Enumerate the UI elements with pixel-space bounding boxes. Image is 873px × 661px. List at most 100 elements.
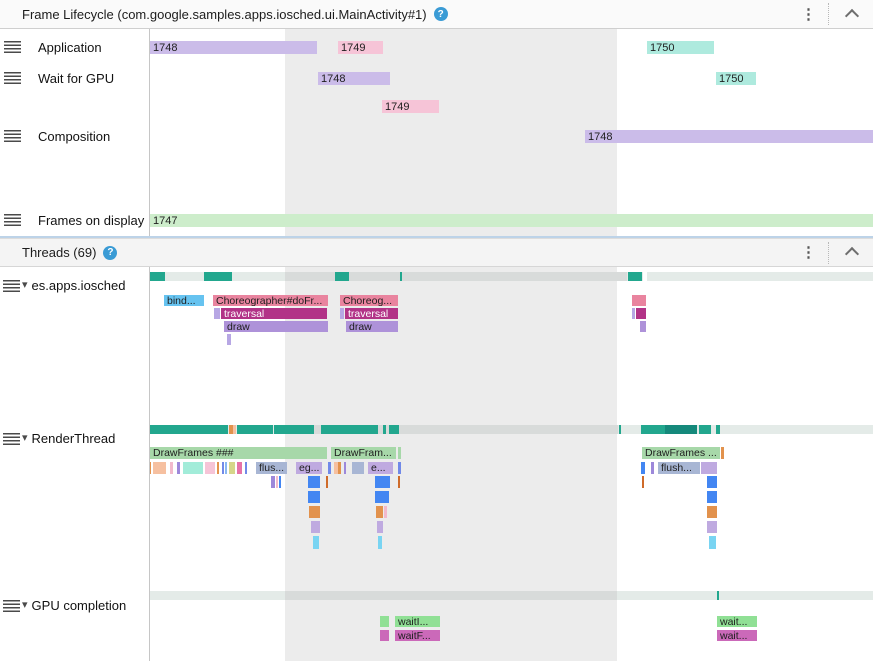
trace-event-slice[interactable]: wait... <box>717 630 757 641</box>
frame-slice[interactable]: 1750 <box>716 72 756 85</box>
trace-event-slice[interactable] <box>384 506 387 518</box>
trace-event-slice[interactable] <box>276 476 278 488</box>
trace-event-slice[interactable]: DrawFrames ... <box>642 447 720 459</box>
trace-event-slice[interactable] <box>398 447 401 459</box>
trace-event-slice[interactable]: traversal <box>345 308 398 319</box>
trace-event-slice[interactable] <box>229 462 235 474</box>
trace-event-slice[interactable] <box>376 506 383 518</box>
trace-event-slice[interactable] <box>338 462 341 474</box>
trace-event-slice[interactable] <box>377 521 383 533</box>
collapse-chevron-icon[interactable] <box>839 3 865 25</box>
trace-event-slice[interactable] <box>640 321 646 332</box>
trace-event-slice[interactable] <box>205 462 215 474</box>
track-drag-handle-icon[interactable] <box>3 280 20 292</box>
trace-event-slice[interactable]: e... <box>368 462 393 474</box>
trace-event-slice[interactable] <box>326 476 328 488</box>
thread-label-gpu-completion: ▾ GPU completion <box>22 597 126 613</box>
trace-event-slice[interactable] <box>183 462 203 474</box>
trace-event-slice[interactable] <box>380 616 389 627</box>
trace-event-slice[interactable]: flush... <box>658 462 700 474</box>
trace-event-slice[interactable]: bind... <box>164 295 204 306</box>
trace-event-slice[interactable] <box>245 462 247 474</box>
trace-event-slice[interactable] <box>375 491 389 503</box>
trace-event-slice[interactable] <box>177 462 180 474</box>
trace-event-slice[interactable] <box>707 491 717 503</box>
help-icon[interactable]: ? <box>433 7 448 21</box>
collapse-chevron-icon[interactable] <box>839 242 865 264</box>
trace-event-slice[interactable]: waitI... <box>395 616 440 627</box>
trace-event-slice[interactable]: wait... <box>717 616 757 627</box>
trace-event-slice[interactable] <box>636 308 646 319</box>
trace-event-slice[interactable] <box>340 308 344 319</box>
trace-event-slice[interactable] <box>352 462 364 474</box>
trace-event-slice[interactable] <box>701 462 717 474</box>
trace-event-slice[interactable] <box>632 295 646 306</box>
trace-event-slice[interactable]: Choreog... <box>340 295 398 306</box>
trace-event-slice[interactable] <box>308 476 320 488</box>
trace-event-slice[interactable] <box>313 536 319 549</box>
trace-event-slice[interactable] <box>309 506 320 518</box>
trace-event-slice[interactable] <box>375 476 390 488</box>
trace-event-slice[interactable] <box>237 462 242 474</box>
thread-state-segment <box>400 272 402 281</box>
trace-event-slice[interactable] <box>227 334 231 345</box>
trace-event-slice[interactable]: draw <box>346 321 398 332</box>
trace-event-slice[interactable]: waitF... <box>395 630 440 641</box>
frame-slice[interactable]: 1747 <box>150 214 873 227</box>
trace-event-slice[interactable] <box>707 476 717 488</box>
trace-event-slice[interactable] <box>709 536 716 549</box>
frame-slice[interactable]: 1748 <box>318 72 390 85</box>
trace-event-slice[interactable] <box>279 476 281 488</box>
trace-event-slice[interactable]: eg... <box>296 462 322 474</box>
trace-event-slice[interactable] <box>632 308 635 319</box>
track-drag-handle-icon[interactable] <box>4 41 21 53</box>
track-drag-handle-icon[interactable] <box>3 433 20 445</box>
more-options-icon[interactable]: ⋮ <box>801 244 816 261</box>
expand-triangle-icon[interactable]: ▾ <box>22 598 28 611</box>
expand-triangle-icon[interactable]: ▾ <box>22 431 28 444</box>
trace-event-slice[interactable] <box>308 491 320 503</box>
trace-event-slice[interactable] <box>378 536 382 549</box>
expand-triangle-icon[interactable]: ▾ <box>22 278 28 291</box>
trace-event-slice[interactable]: draw <box>224 321 328 332</box>
trace-event-slice[interactable]: flus... <box>256 462 287 474</box>
trace-event-slice[interactable] <box>170 462 173 474</box>
trace-event-slice[interactable]: DrawFrames ### <box>150 447 327 459</box>
track-drag-handle-icon[interactable] <box>4 214 21 226</box>
trace-event-slice[interactable] <box>328 462 331 474</box>
trace-event-slice[interactable] <box>641 462 645 474</box>
track-drag-handle-icon[interactable] <box>3 600 20 612</box>
trace-event-slice[interactable] <box>214 308 220 319</box>
trace-event-slice[interactable] <box>721 447 724 459</box>
more-options-icon[interactable]: ⋮ <box>801 5 816 23</box>
trace-event-slice[interactable]: Choreographer#doFr... <box>213 295 328 306</box>
trace-event-slice[interactable]: traversal <box>221 308 327 319</box>
trace-event-slice[interactable] <box>225 462 227 474</box>
trace-event-slice[interactable] <box>398 476 400 488</box>
thread-label-text: RenderThread <box>31 430 116 446</box>
frame-slice[interactable]: 1748 <box>585 130 873 143</box>
trace-event-slice[interactable]: DrawFram... <box>331 447 396 459</box>
frame-slice[interactable]: 1748 <box>150 41 317 54</box>
trace-event-slice[interactable] <box>380 630 389 641</box>
frame-slice[interactable]: 1750 <box>647 41 714 54</box>
trace-event-slice[interactable] <box>642 476 644 488</box>
trace-event-slice[interactable] <box>217 462 219 474</box>
trace-event-slice[interactable] <box>707 521 717 533</box>
thread-state-segment <box>237 425 273 434</box>
track-drag-handle-icon[interactable] <box>4 72 21 84</box>
trace-event-slice[interactable] <box>149 462 151 474</box>
trace-event-slice[interactable] <box>334 462 338 474</box>
frame-slice[interactable]: 1749 <box>338 41 383 54</box>
trace-event-slice[interactable] <box>311 521 320 533</box>
trace-event-slice[interactable] <box>271 476 275 488</box>
trace-event-slice[interactable] <box>222 462 224 474</box>
trace-event-slice[interactable] <box>344 462 346 474</box>
trace-event-slice[interactable] <box>398 462 401 474</box>
trace-event-slice[interactable] <box>153 462 166 474</box>
frame-slice[interactable]: 1749 <box>382 100 439 113</box>
track-drag-handle-icon[interactable] <box>4 130 21 142</box>
help-icon[interactable]: ? <box>103 245 118 260</box>
trace-event-slice[interactable] <box>707 506 717 518</box>
trace-event-slice[interactable] <box>651 462 654 474</box>
